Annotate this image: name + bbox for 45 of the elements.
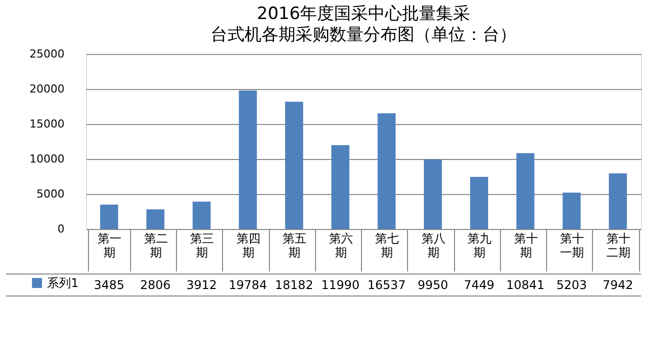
- data-label: 3485: [94, 278, 124, 292]
- x-tick-label: 第二期: [144, 232, 168, 260]
- y-tick-label: 5000: [36, 188, 64, 200]
- bar: [100, 204, 118, 229]
- chart-subtitle: 台式机各期采购数量分布图（单位：台）: [210, 25, 516, 45]
- data-label: 3912: [186, 278, 217, 292]
- bar: [192, 202, 211, 229]
- x-tick-label: 第一期: [98, 232, 122, 260]
- chart-title: 2016年度国采中心批量集采: [256, 4, 470, 24]
- bar: [608, 173, 627, 229]
- data-label: 10841: [506, 278, 544, 292]
- x-tick-label: 第十期: [514, 232, 538, 260]
- x-tick-label: 第三期: [190, 232, 214, 260]
- y-tick-label: 10000: [30, 152, 64, 166]
- x-tick-label: 第十二期: [606, 232, 630, 260]
- data-label: 16537: [368, 278, 406, 292]
- y-tick-label: 25000: [30, 48, 64, 60]
- data-label: 19784: [228, 278, 267, 292]
- data-label: 7449: [464, 278, 494, 292]
- y-tick-label: 0: [58, 222, 64, 236]
- data-label: 9950: [418, 278, 448, 292]
- x-tick-label: 第四期: [236, 232, 260, 260]
- bar: [470, 176, 488, 229]
- data-label: 5203: [556, 278, 587, 292]
- legend-label: 系列1: [47, 276, 79, 290]
- x-tick-label: 第九期: [468, 232, 492, 260]
- data-label: 7942: [602, 278, 634, 292]
- data-label: 2806: [140, 278, 171, 292]
- y-tick-label: 15000: [30, 118, 64, 130]
- y-tick-label: 20000: [30, 82, 64, 96]
- x-tick-label: 第五期: [282, 232, 307, 260]
- data-label: 18182: [275, 278, 314, 292]
- bar: [562, 192, 581, 229]
- bar: [516, 153, 534, 229]
- x-tick-label: 第十一期: [560, 232, 584, 260]
- x-tick-label: 第七期: [375, 232, 400, 260]
- bar: [238, 90, 257, 229]
- bar: [331, 145, 350, 229]
- data-label: 11990: [321, 278, 360, 292]
- x-tick-label: 第六期: [328, 232, 353, 260]
- bar: [146, 209, 164, 229]
- bar: [285, 102, 304, 229]
- bar: [378, 113, 396, 229]
- x-tick-label: 第八期: [421, 232, 446, 260]
- bar: [424, 159, 442, 229]
